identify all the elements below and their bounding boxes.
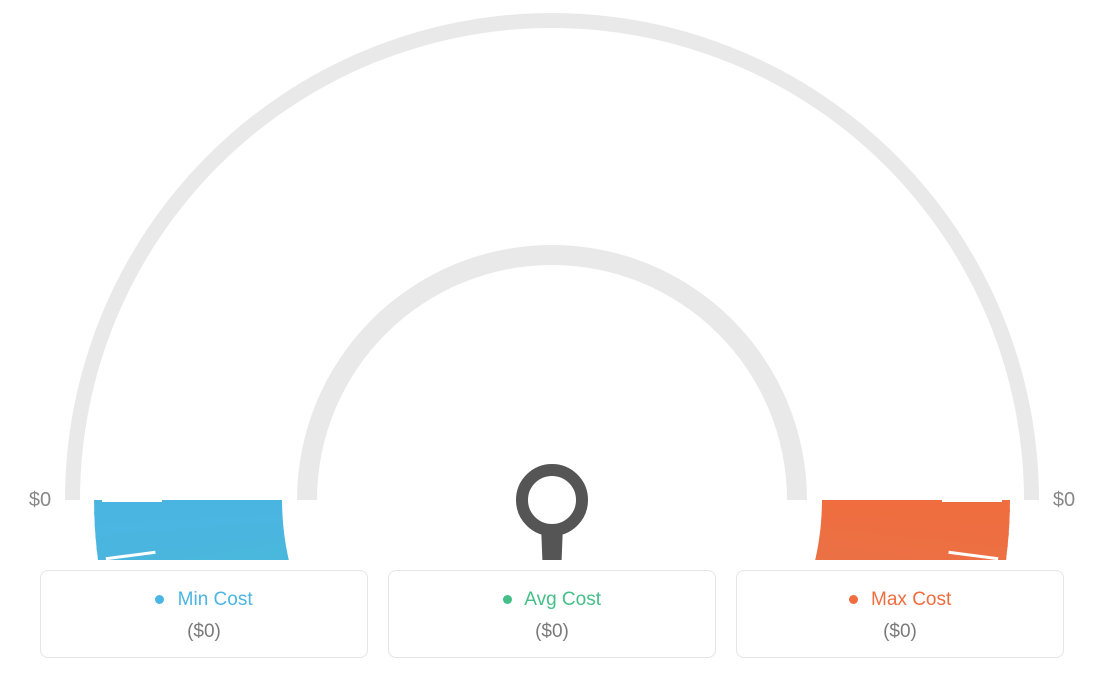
- legend-row: Min Cost ($0) Avg Cost ($0) Max Cost ($0…: [40, 570, 1064, 658]
- legend-card-avg: Avg Cost ($0): [388, 570, 716, 658]
- legend-label: Avg Cost: [524, 589, 601, 610]
- tick-label: $0: [29, 489, 51, 511]
- legend-label: Min Cost: [178, 589, 253, 610]
- legend-title-max: Max Cost: [737, 589, 1063, 611]
- legend-title-avg: Avg Cost: [389, 589, 715, 611]
- tick-label: $0: [1053, 489, 1075, 511]
- legend-card-min: Min Cost ($0): [40, 570, 368, 658]
- dot-icon: [849, 595, 858, 604]
- gauge-infographic: $0$0$0$0$0$0$0 Min Cost ($0) Avg Cost ($…: [0, 0, 1104, 690]
- needle-hub: [522, 470, 582, 530]
- legend-card-max: Max Cost ($0): [736, 570, 1064, 658]
- legend-label: Max Cost: [871, 589, 951, 610]
- dot-icon: [503, 595, 512, 604]
- legend-title-min: Min Cost: [41, 589, 367, 611]
- inner-track: [297, 245, 807, 500]
- gauge-chart: $0$0$0$0$0$0$0: [0, 0, 1104, 560]
- dot-icon: [155, 595, 164, 604]
- legend-value-max: ($0): [737, 621, 1063, 643]
- legend-value-avg: ($0): [389, 621, 715, 643]
- legend-value-min: ($0): [41, 621, 367, 643]
